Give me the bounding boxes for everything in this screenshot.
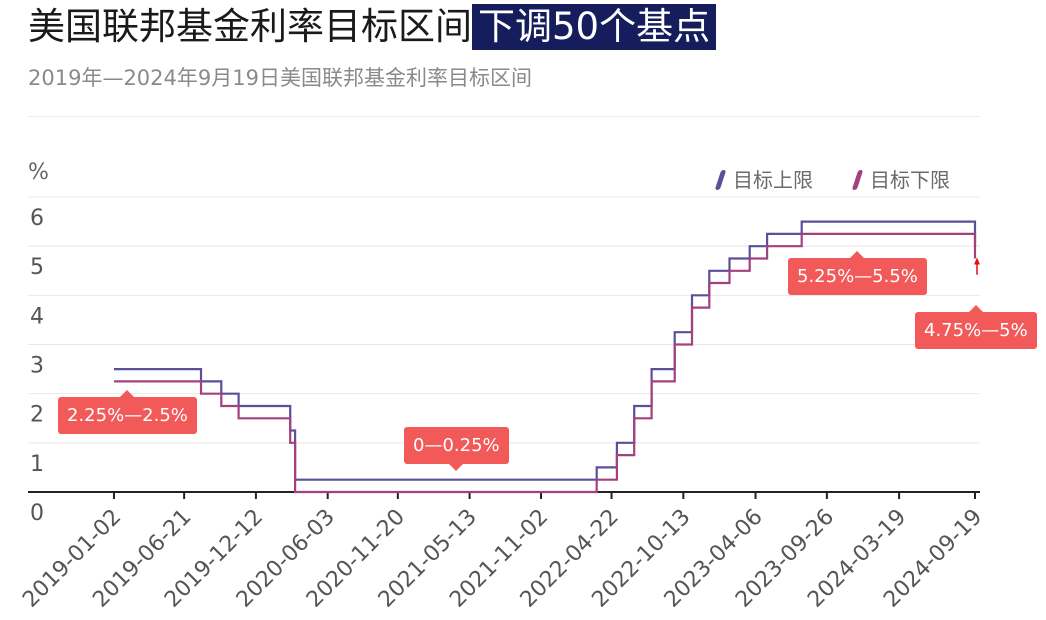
header-divider — [28, 116, 980, 117]
callout-cut: 4.75%—5% — [915, 305, 1037, 349]
legend-item-lower[interactable]: 目标下限 — [851, 164, 950, 193]
y-tick-label: 3 — [30, 354, 44, 379]
y-tick-label: 2 — [30, 403, 44, 428]
callout-peak: 5.25%—5.5% — [788, 251, 927, 295]
y-tick-label: 5 — [30, 255, 44, 280]
legend-lower-label: 目标下限 — [870, 168, 950, 192]
title-row: 美国联邦基金利率目标区间 下调50个基点 — [28, 2, 717, 52]
chart-subtitle: 2019年—2024年9月19日美国联邦基金利率目标区间 — [28, 66, 532, 90]
series-lower-line — [114, 232, 977, 494]
y-tick-label: 4 — [30, 304, 44, 329]
title-highlight: 下调50个基点 — [472, 4, 717, 50]
legend-item-upper[interactable]: 目标上限 — [714, 164, 813, 193]
y-tick-label: 0 — [30, 501, 44, 526]
y-axis-unit-label: % — [28, 160, 49, 185]
cut-arrow-head-icon — [974, 257, 980, 265]
y-tick-label: 1 — [30, 452, 44, 477]
callout-2019: 2.25%—2.5% — [58, 390, 197, 434]
y-tick-label: 6 — [30, 206, 44, 231]
callout-zero-rate: 0—0.25% — [404, 427, 509, 471]
chart-title: 美国联邦基金利率目标区间 — [28, 5, 472, 48]
legend-upper-label: 目标上限 — [733, 168, 813, 192]
